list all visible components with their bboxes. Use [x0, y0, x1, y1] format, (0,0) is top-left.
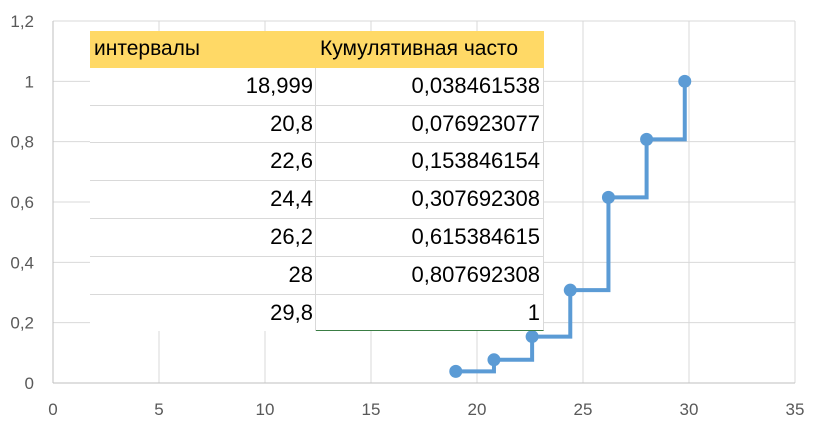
x-tick-label: 0: [48, 400, 57, 419]
y-tick-label: 1,2: [10, 12, 34, 31]
table-row: 24,4 0,307692308: [90, 181, 544, 219]
cell-cumulative[interactable]: 0,307692308: [316, 181, 544, 218]
data-point: [678, 74, 692, 88]
y-tick-label: 1: [25, 72, 34, 91]
header-intervals[interactable]: интервалы: [90, 31, 316, 68]
x-tick-label: 15: [362, 400, 381, 419]
cell-cumulative[interactable]: 1: [316, 294, 544, 332]
y-tick-label: 0,6: [10, 193, 34, 212]
cell-interval[interactable]: 18,999: [90, 67, 316, 105]
y-tick-label: 0,2: [10, 314, 34, 333]
cell-interval[interactable]: 28: [90, 256, 316, 294]
table-row: 28 0,807692308: [90, 256, 544, 295]
tick-labels: 0 5 10 15 20 25 30 35 0 0,2 0,4 0,6 0,8 1 1,2: [10, 12, 804, 419]
table-row: 26,2 0,615384615: [90, 218, 544, 257]
cell-interval[interactable]: 22,6: [90, 143, 316, 181]
axes: [52, 21, 795, 384]
data-point: [525, 330, 539, 344]
cell-interval[interactable]: 20,8: [90, 105, 316, 143]
cell-cumulative[interactable]: 0,076923077: [316, 105, 544, 143]
table-row: 20,8 0,076923077: [90, 105, 544, 144]
y-tick-label: 0: [25, 374, 34, 393]
cell-cumulative[interactable]: 0,615384615: [316, 218, 544, 256]
table-row: 18,999 0,038461538: [90, 67, 544, 106]
x-tick-label: 25: [574, 400, 593, 419]
x-tick-label: 35: [786, 400, 805, 419]
series-cumulative: [449, 74, 692, 378]
table-row: 29,8 1: [90, 294, 544, 332]
cell-interval[interactable]: 29,8: [90, 294, 316, 332]
y-tick-label: 0,4: [10, 253, 34, 272]
x-tick-label: 5: [154, 400, 163, 419]
table-row: 22,6 0,153846154: [90, 143, 544, 182]
data-point: [601, 190, 615, 204]
cell-interval[interactable]: 24,4: [90, 181, 316, 218]
cell-interval[interactable]: 26,2: [90, 218, 316, 256]
y-tick-label: 0,8: [10, 133, 34, 152]
x-tick-label: 20: [468, 400, 487, 419]
cell-cumulative[interactable]: 0,153846154: [316, 143, 544, 181]
table-header-row: интервалы Кумулятивная часто: [90, 31, 544, 68]
header-cumulative[interactable]: Кумулятивная часто: [316, 31, 544, 68]
x-tick-label: 30: [680, 400, 699, 419]
x-tick-label: 10: [256, 400, 275, 419]
cell-cumulative[interactable]: 0,038461538: [316, 67, 544, 105]
data-table: интервалы Кумулятивная часто 18,999 0,03…: [90, 31, 544, 332]
data-point: [487, 353, 501, 367]
data-point: [563, 283, 577, 297]
data-point: [449, 364, 463, 378]
data-point: [640, 132, 654, 146]
cell-cumulative[interactable]: 0,807692308: [316, 256, 544, 294]
